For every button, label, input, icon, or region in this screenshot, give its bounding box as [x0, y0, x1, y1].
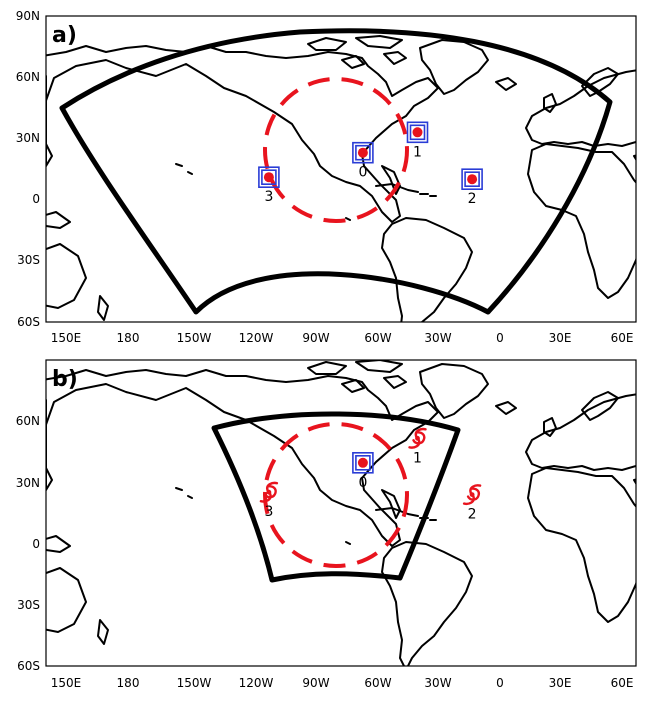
panel-label-b: b) [52, 367, 78, 392]
lon-tick-label: 0 [496, 676, 504, 690]
lon-tick-label: 180 [117, 331, 140, 345]
lon-tick-label: 0 [496, 331, 504, 345]
lon-tick-label: 120W [239, 676, 274, 690]
lat-tick-label: 60S [17, 315, 40, 329]
radius-circle-a [263, 77, 409, 223]
storm-label: 2 [468, 191, 477, 207]
storm-label: 2 [468, 507, 477, 523]
lon-tick-label: 30E [549, 331, 572, 345]
lon-tick-label: 60W [364, 331, 391, 345]
lon-tick-label: 150E [51, 331, 82, 345]
lat-tick-label: 30N [16, 131, 40, 145]
storm-marker [352, 141, 374, 164]
storm-label: 1 [413, 450, 422, 466]
storm-label: 0 [358, 475, 367, 491]
storm-label: 3 [264, 189, 273, 205]
lon-tick-label: 90W [302, 331, 329, 345]
lon-tick-label: 60W [364, 676, 391, 690]
lon-ticks-b: 150E 180 150W 120W 90W 60W 30W 0 30E 60E [51, 676, 634, 690]
frame-a [45, 15, 637, 323]
lat-tick-label: 30S [17, 598, 40, 612]
lat-tick-label: 0 [32, 537, 40, 551]
domain-outline-a [59, 28, 613, 315]
storm-markers-a: 0 1 2 3 [258, 121, 483, 207]
storm-marker [258, 166, 280, 188]
lon-ticks-a: 150E 180 150W 120W 90W 60W 30W 0 30E 60E [51, 331, 634, 345]
lon-tick-label: 150W [177, 676, 212, 690]
panel-label-a: a) [52, 23, 77, 48]
lon-tick-label: 150W [177, 331, 212, 345]
lat-ticks-b: 60N 30N 0 30S 60S [16, 414, 40, 673]
map-panel-b: 0 1 2 3 b) 60N 30N 0 30S 60S 150E 180 150W … [16, 359, 637, 690]
storm-markers-b: 0 1 2 3 [259, 427, 482, 523]
frame-b [45, 359, 637, 667]
lat-tick-label: 60N [16, 70, 40, 84]
lat-tick-label: 30S [17, 253, 40, 267]
lon-tick-label: 30E [549, 676, 572, 690]
lat-tick-label: 30N [16, 476, 40, 490]
lon-tick-label: 150E [51, 676, 82, 690]
lat-tick-label: 0 [32, 192, 40, 206]
map-panel-a: 0 1 2 3 a) 90N 60N 30N 0 30S 60S 150E 180 1… [16, 9, 637, 345]
storm-label: 0 [358, 165, 367, 181]
storm-marker [461, 168, 483, 190]
lon-tick-label: 120W [239, 331, 274, 345]
lat-tick-label: 90N [16, 9, 40, 23]
domain-outline-b [211, 411, 461, 583]
storm-marker [352, 451, 374, 474]
lon-tick-label: 60E [611, 331, 634, 345]
lon-tick-label: 30W [424, 331, 451, 345]
storm-label: 1 [413, 144, 422, 160]
lon-tick-label: 60E [611, 676, 634, 690]
lat-ticks-a: 90N 60N 30N 0 30S 60S [16, 9, 40, 329]
storm-label: 3 [264, 504, 273, 520]
lat-tick-label: 60N [16, 414, 40, 428]
lon-tick-label: 30W [424, 676, 451, 690]
lon-tick-label: 90W [302, 676, 329, 690]
lat-tick-label: 60S [17, 659, 40, 673]
lon-tick-label: 180 [117, 676, 140, 690]
storm-marker [406, 121, 429, 144]
